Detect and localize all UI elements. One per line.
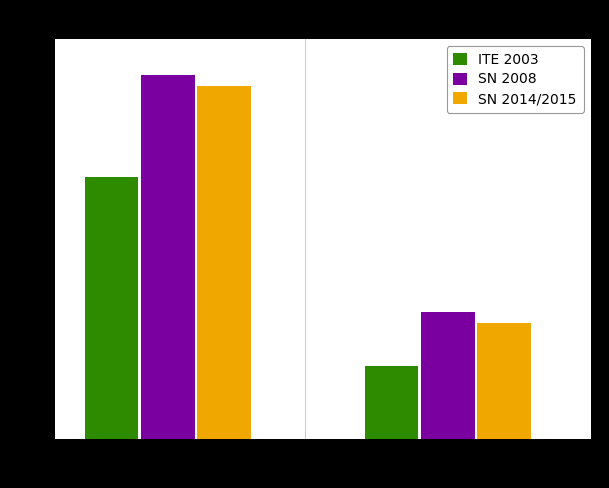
Bar: [477, 323, 531, 439]
Bar: [365, 366, 418, 439]
Legend: ITE 2003, SN 2008, SN 2014/2015: ITE 2003, SN 2008, SN 2014/2015: [446, 46, 584, 113]
Bar: [197, 86, 251, 439]
Bar: [85, 177, 138, 439]
Bar: [421, 312, 474, 439]
Bar: [141, 76, 195, 439]
